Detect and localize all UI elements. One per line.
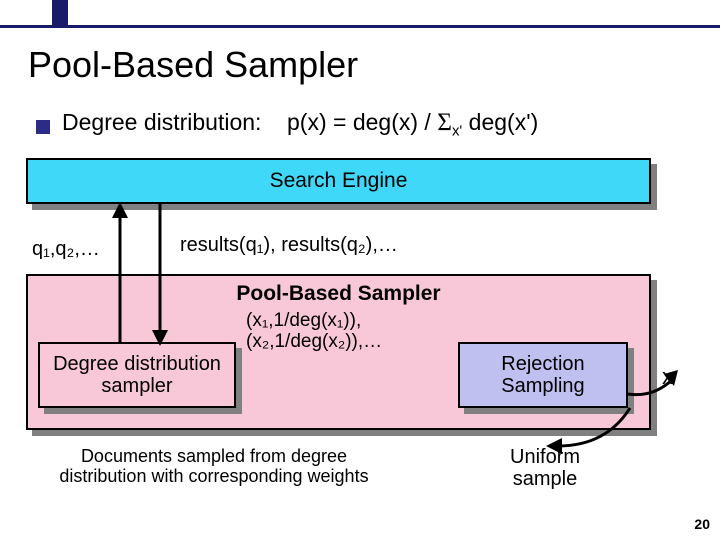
- weights-label: (x₁,1/deg(x₁)), (x₂,1/deg(x₂)),…: [246, 310, 382, 354]
- arrow-uniform-curve: [546, 406, 636, 456]
- arrow-results-down: [148, 204, 172, 348]
- weights-line-1: (x₁,1/deg(x₁)),: [246, 310, 382, 332]
- caption-documents: Documents sampled from degree distributi…: [44, 446, 384, 487]
- page-number: 20: [694, 516, 710, 532]
- bullet-row: Degree distribution: p(x) = deg(x) / Σx'…: [0, 98, 720, 158]
- degree-sampler-box: Degree distribution sampler: [38, 342, 236, 408]
- formula-rhs: deg(x'): [462, 109, 538, 135]
- square-bullet-icon: [36, 120, 50, 134]
- degree-sampler-label: Degree distribution sampler: [40, 353, 234, 397]
- arrow-x-out-curve: [626, 354, 682, 400]
- caption-uniform-2: sample: [513, 468, 577, 490]
- sigma-icon: Σ: [437, 108, 452, 136]
- results-label: results(q₁), results(q₂),…: [180, 234, 398, 257]
- header-rule: [0, 0, 720, 28]
- search-engine-label: Search Engine: [270, 169, 408, 193]
- q-label: q₁,q₂,…: [32, 238, 100, 261]
- bullet-text: Degree distribution: p(x) = deg(x) / Σx'…: [62, 108, 538, 140]
- rejection-sampling-box: Rejection Sampling: [458, 342, 628, 408]
- slide-title: Pool-Based Sampler: [0, 28, 720, 98]
- weights-line-2: (x₂,1/deg(x₂)),…: [246, 331, 382, 353]
- search-engine-box: Search Engine: [26, 158, 651, 204]
- bullet-prefix: Degree distribution:: [62, 109, 261, 135]
- rejection-sampling-label: Rejection Sampling: [460, 353, 626, 397]
- formula-lhs: p(x) = deg(x) /: [287, 109, 437, 135]
- sigma-sub: x': [452, 123, 462, 140]
- arrow-q-up: [108, 202, 132, 346]
